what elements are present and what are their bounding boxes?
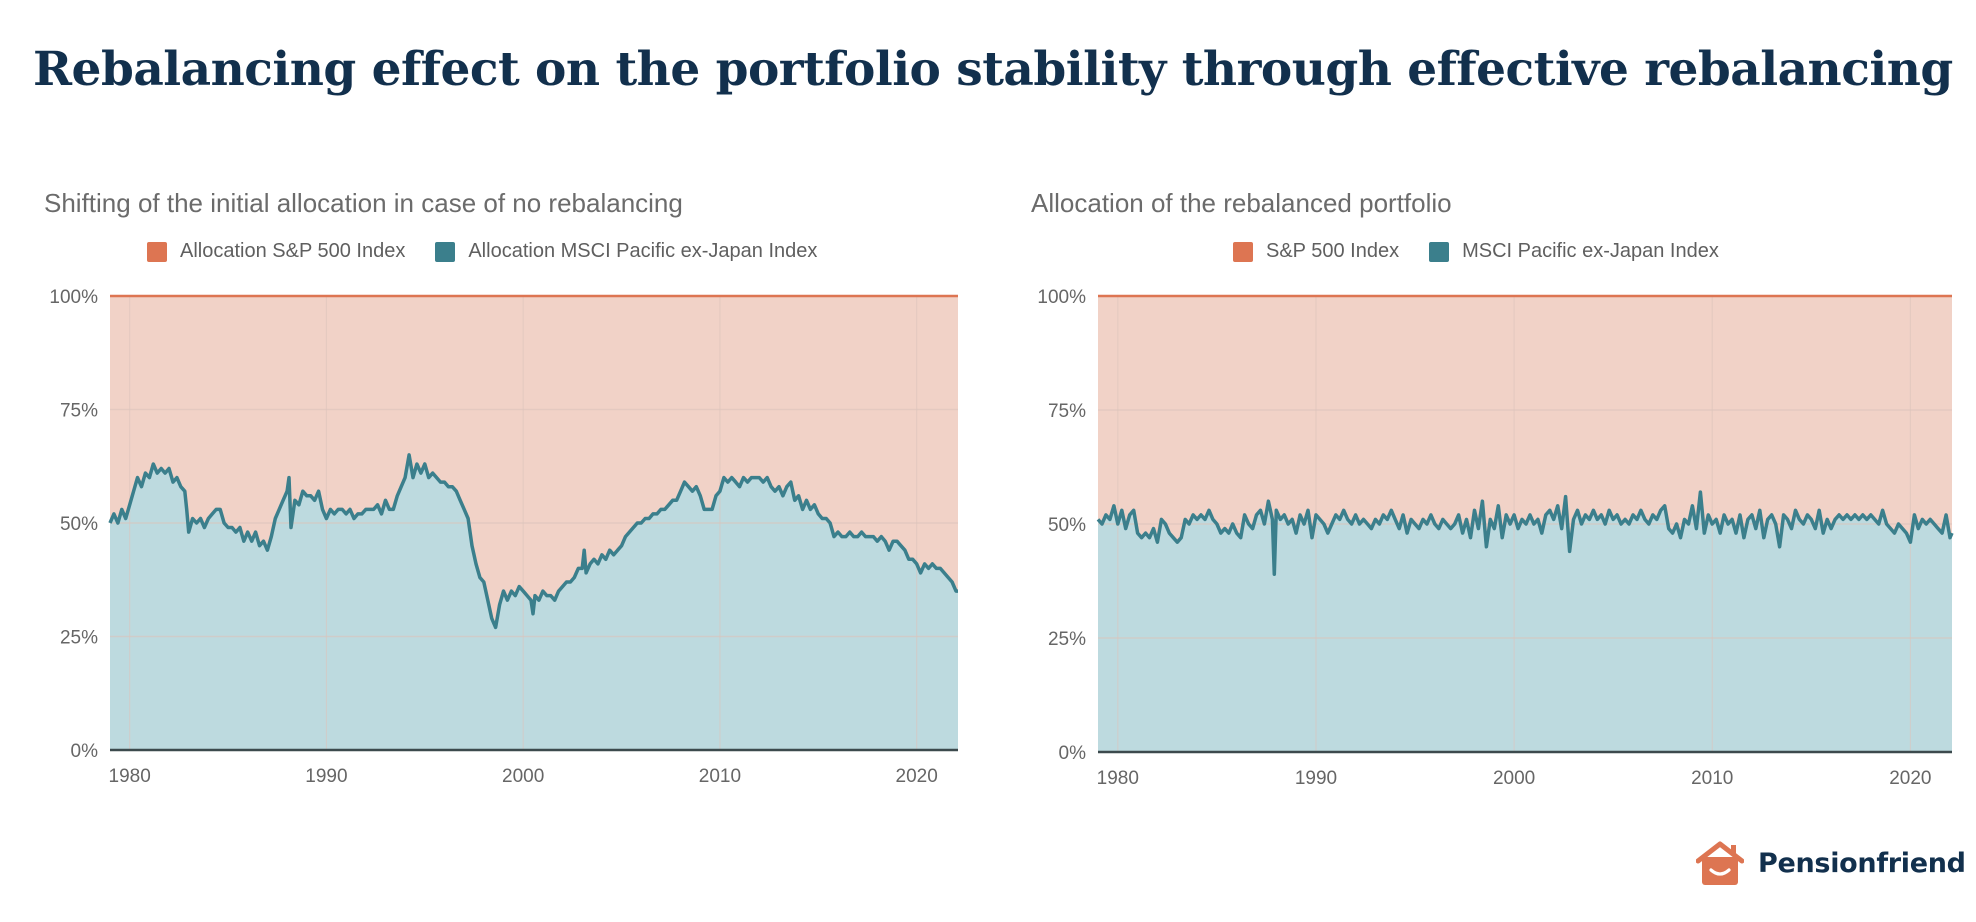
x-tick-label: 1980 xyxy=(1097,768,1139,789)
line-msci xyxy=(108,453,958,630)
legend-item-msci[interactable]: Allocation MSCI Pacific ex-Japan Index xyxy=(435,240,817,263)
x-tick-label: 1990 xyxy=(305,766,347,787)
page-title: Rebalancing effect on the portfolio stab… xyxy=(33,42,1953,97)
x-tick-label: 2010 xyxy=(699,766,741,787)
y-tick-label: 100% xyxy=(1037,287,1086,308)
legend-label-sp500: S&P 500 Index xyxy=(1266,240,1400,262)
chart-2-legend: S&P 500 Index MSCI Pacific ex-Japan Inde… xyxy=(1233,240,1749,263)
chart-1-title: Shifting of the initial allocation in ca… xyxy=(44,188,683,218)
x-tick-label: 2000 xyxy=(502,766,544,787)
legend-item-sp500[interactable]: S&P 500 Index xyxy=(1233,240,1399,263)
x-tick-label: 2010 xyxy=(1691,768,1733,789)
y-tick-label: 50% xyxy=(60,514,98,535)
chart-2-title: Allocation of the rebalanced portfolio xyxy=(1031,188,1452,218)
x-tick-label: 1990 xyxy=(1295,768,1337,789)
y-tick-label: 25% xyxy=(1048,629,1086,650)
legend-label-msci: Allocation MSCI Pacific ex-Japan Index xyxy=(468,240,818,262)
legend-swatch-sp500 xyxy=(1233,241,1253,262)
area-msci xyxy=(1098,492,1952,752)
y-tick-label: 75% xyxy=(1048,401,1086,422)
legend-label-sp500: Allocation S&P 500 Index xyxy=(180,240,406,262)
x-tick-label: 2020 xyxy=(1889,768,1931,789)
chart-rebalanced: 0% 25% 50% 75% 100% 1980 1990 2000 2010 2020 xyxy=(1037,287,1954,789)
legend-item-sp500[interactable]: Allocation S&P 500 Index xyxy=(147,240,405,263)
legend-label-msci: MSCI Pacific ex-Japan Index xyxy=(1462,240,1719,262)
y-tick-label: 25% xyxy=(60,628,98,649)
x-tick-label: 1980 xyxy=(109,766,151,787)
line-msci xyxy=(1096,490,1954,576)
logo: Pensionfriend xyxy=(1696,840,1966,886)
legend-swatch-msci xyxy=(1429,241,1450,262)
y-tick-label: 0% xyxy=(1059,743,1087,764)
x-tick-label: 2020 xyxy=(896,766,938,787)
house-smile-icon xyxy=(1696,841,1744,885)
chart-no-rebalancing: 0% 25% 50% 75% 100% 1980 1990 2000 2010 2020 xyxy=(49,287,958,787)
logo-text: Pensionfriend xyxy=(1758,847,1966,879)
y-tick-label: 100% xyxy=(49,287,98,308)
legend-swatch-sp500 xyxy=(147,241,167,262)
x-tick-label: 2000 xyxy=(1493,768,1535,789)
y-tick-label: 50% xyxy=(1048,515,1086,536)
y-tick-label: 0% xyxy=(71,741,99,762)
legend-swatch-msci xyxy=(435,241,456,262)
y-tick-label: 75% xyxy=(60,401,98,422)
legend-item-msci[interactable]: MSCI Pacific ex-Japan Index xyxy=(1429,240,1719,263)
area-msci xyxy=(110,454,958,750)
chart-1-legend: Allocation S&P 500 Index Allocation MSCI… xyxy=(147,240,847,263)
